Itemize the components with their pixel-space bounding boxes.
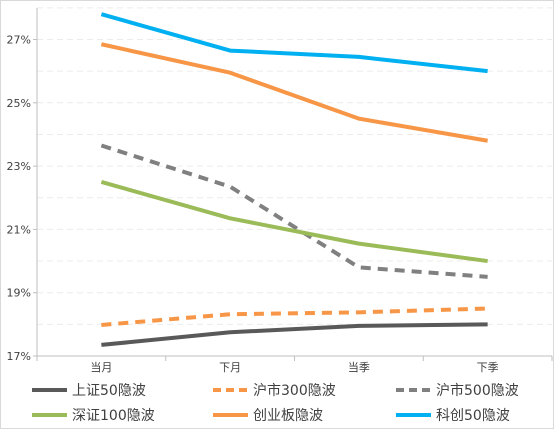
legend-label: 深证100隐波 (72, 408, 155, 424)
series-line (100, 143, 488, 279)
y-tick-label: 27% (7, 34, 31, 47)
legend-label: 上证50隐波 (72, 383, 146, 399)
x-tick-label: 当月 (90, 360, 112, 374)
x-tick-label: 下季 (477, 361, 499, 374)
y-tick-label: 21% (7, 223, 31, 236)
series-line (100, 180, 488, 264)
x-tick-label: 下月 (219, 361, 241, 374)
series-line (100, 42, 488, 143)
legend-label: 科创50隐波 (436, 408, 510, 424)
legend-label: 沪市500隐波 (436, 382, 519, 399)
series-lines (100, 12, 488, 347)
x-tick-label: 当季 (348, 360, 370, 374)
y-tick-label: 17% (7, 350, 31, 363)
series-line (101, 306, 488, 327)
y-tick-label: 25% (7, 97, 31, 110)
axes: 17% 19% 21% 23% 25% 27% 当月 下月 当季 下季 (7, 8, 553, 374)
series-line (100, 12, 488, 74)
legend-label: 沪市300隐波 (253, 382, 336, 399)
legend-label: 创业板隐波 (253, 408, 323, 424)
y-tick-label: 23% (7, 160, 31, 173)
y-tick-label: 19% (7, 287, 31, 300)
series-line (101, 322, 488, 347)
